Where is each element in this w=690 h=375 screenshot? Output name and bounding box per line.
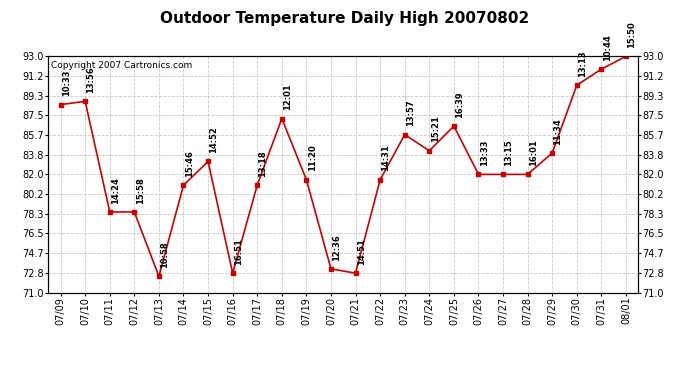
Text: 13:13: 13:13 [578, 50, 587, 77]
Text: 16:39: 16:39 [455, 91, 464, 118]
Text: 12:36: 12:36 [332, 234, 342, 261]
Text: 13:15: 13:15 [504, 140, 513, 166]
Text: 10:58: 10:58 [160, 242, 169, 268]
Text: 15:21: 15:21 [431, 116, 440, 142]
Text: 12:01: 12:01 [283, 84, 292, 110]
Text: 16:01: 16:01 [529, 140, 538, 166]
Text: 10:33: 10:33 [62, 70, 71, 96]
Text: 14:31: 14:31 [382, 145, 391, 171]
Text: 13:18: 13:18 [259, 150, 268, 177]
Text: 15:58: 15:58 [135, 177, 145, 204]
Text: 15:46: 15:46 [185, 150, 194, 177]
Text: 14:24: 14:24 [111, 177, 120, 204]
Text: 14:51: 14:51 [357, 238, 366, 265]
Text: 11:34: 11:34 [553, 118, 562, 145]
Text: 14:52: 14:52 [209, 126, 218, 153]
Text: 13:56: 13:56 [86, 66, 95, 93]
Text: 11:20: 11:20 [308, 145, 317, 171]
Text: 16:51: 16:51 [234, 238, 243, 265]
Text: 13:33: 13:33 [480, 140, 489, 166]
Text: 15:50: 15:50 [627, 21, 636, 48]
Text: Outdoor Temperature Daily High 20070802: Outdoor Temperature Daily High 20070802 [160, 11, 530, 26]
Text: 10:44: 10:44 [602, 34, 611, 61]
Text: Copyright 2007 Cartronics.com: Copyright 2007 Cartronics.com [51, 61, 193, 70]
Text: 13:57: 13:57 [406, 100, 415, 126]
